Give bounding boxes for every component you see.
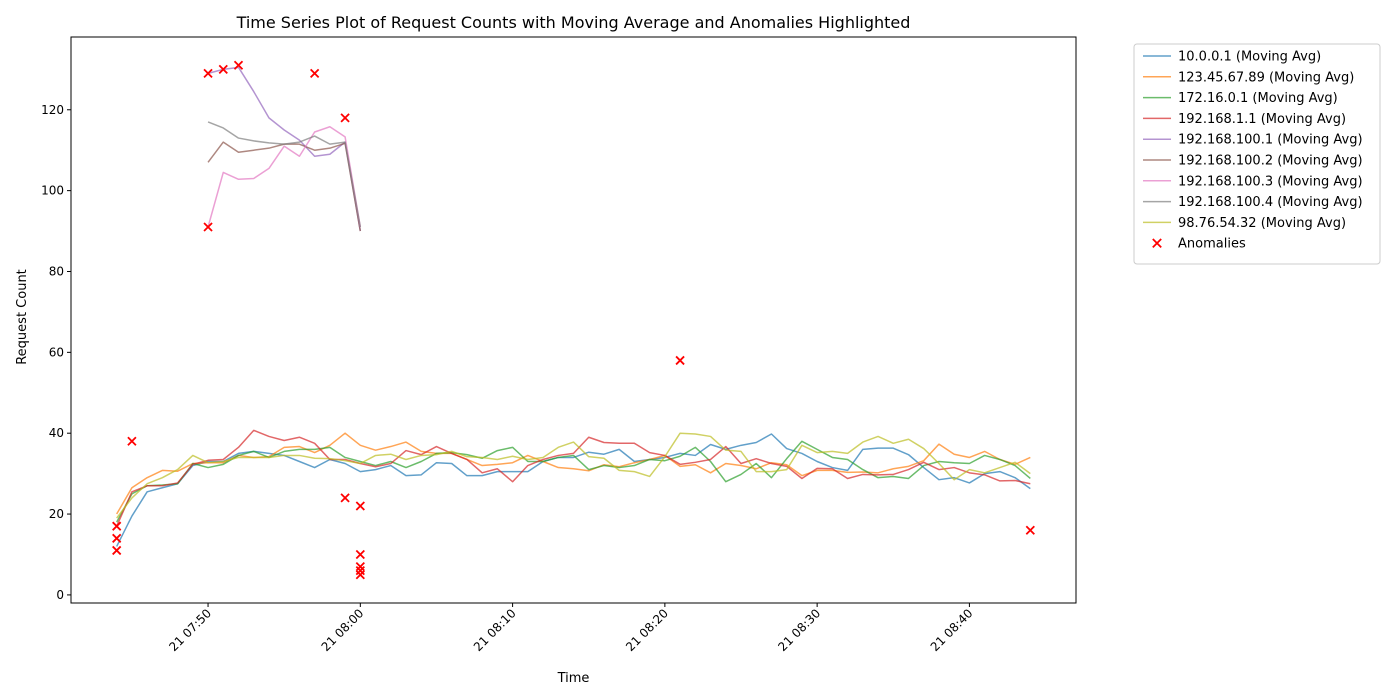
legend-label: Anomalies bbox=[1178, 237, 1246, 252]
y-tick-label: 40 bbox=[49, 426, 64, 440]
y-tick-label: 100 bbox=[41, 184, 64, 198]
plot-frame bbox=[70, 36, 1077, 604]
x-tick-label: 21 08:30 bbox=[775, 606, 823, 654]
y-tick-label: 0 bbox=[56, 588, 64, 602]
legend-label: 123.45.67.89 (Moving Avg) bbox=[1178, 70, 1354, 85]
x-tick-label: 21 08:20 bbox=[623, 606, 671, 654]
series-line-1 bbox=[116, 433, 1031, 547]
anomaly-marker bbox=[355, 549, 365, 560]
legend-label: 10.0.0.1 (Moving Avg) bbox=[1178, 50, 1321, 65]
x-axis-title: Time bbox=[557, 671, 590, 686]
x-tick-label: 21 07:50 bbox=[166, 606, 214, 654]
legend-anomaly-marker bbox=[1152, 238, 1162, 249]
y-tick-label: 120 bbox=[41, 103, 64, 117]
legend-label: 98.76.54.32 (Moving Avg) bbox=[1178, 216, 1346, 231]
chart-title: Time Series Plot of Request Counts with … bbox=[236, 13, 911, 32]
anomaly-marker bbox=[355, 570, 365, 580]
x-axis: 21 07:50 21 08:00 21 08:10 21 08:20 21 08:30… bbox=[166, 603, 976, 654]
legend-label: 172.16.0.1 (Moving Avg) bbox=[1178, 91, 1338, 106]
anomaly-marker bbox=[112, 521, 122, 531]
plot-area bbox=[70, 36, 1077, 604]
series-line-5 bbox=[207, 66, 362, 232]
legend-label: 192.168.100.2 (Moving Avg) bbox=[1178, 154, 1363, 169]
y-tick-label: 80 bbox=[49, 264, 64, 278]
anomaly-marker bbox=[355, 561, 365, 572]
anomaly-marker bbox=[309, 68, 320, 79]
y-axis-title: Request Count bbox=[15, 269, 30, 365]
x-tick-label: 21 08:10 bbox=[471, 606, 519, 654]
anomaly-marker bbox=[233, 60, 244, 70]
legend-label: 192.168.100.3 (Moving Avg) bbox=[1178, 174, 1363, 189]
anomaly-marker bbox=[112, 533, 122, 543]
anomaly-marker bbox=[675, 355, 685, 366]
anomaly-marker bbox=[127, 436, 137, 446]
legend-label: 192.168.100.4 (Moving Avg) bbox=[1178, 195, 1363, 210]
series-line-8 bbox=[207, 121, 362, 228]
anomaly-marker bbox=[112, 545, 122, 556]
series-line-4 bbox=[115, 429, 1031, 527]
x-tick-label: 21 08:00 bbox=[319, 606, 367, 654]
series-line-9 bbox=[116, 432, 1031, 519]
series-line-2 bbox=[116, 432, 1031, 515]
series-line-7 bbox=[207, 126, 362, 228]
anomaly-marker bbox=[355, 501, 365, 511]
x-tick-label: 21 08:40 bbox=[928, 606, 976, 654]
anomaly-marker bbox=[218, 64, 228, 74]
anomaly-marker bbox=[340, 113, 350, 123]
anomaly-marker bbox=[355, 566, 365, 576]
plot-background bbox=[71, 37, 1076, 603]
legend-frame bbox=[1133, 43, 1381, 265]
anomaly-marker bbox=[340, 493, 350, 503]
anomaly-marker bbox=[203, 68, 213, 79]
legend-label: 192.168.100.1 (Moving Avg) bbox=[1178, 133, 1363, 148]
legend-label: 192.168.1.1 (Moving Avg) bbox=[1178, 112, 1346, 127]
y-axis: 0 20 40 60 80 100 120 bbox=[41, 103, 71, 602]
y-tick-label: 20 bbox=[49, 507, 64, 521]
y-tick-label: 60 bbox=[49, 345, 64, 359]
anomaly-marker bbox=[203, 222, 213, 232]
legend: 10.0.0.1 (Moving Avg) 123.45.67.89 (Movin… bbox=[1133, 43, 1381, 265]
anomaly-marker bbox=[1025, 525, 1035, 535]
